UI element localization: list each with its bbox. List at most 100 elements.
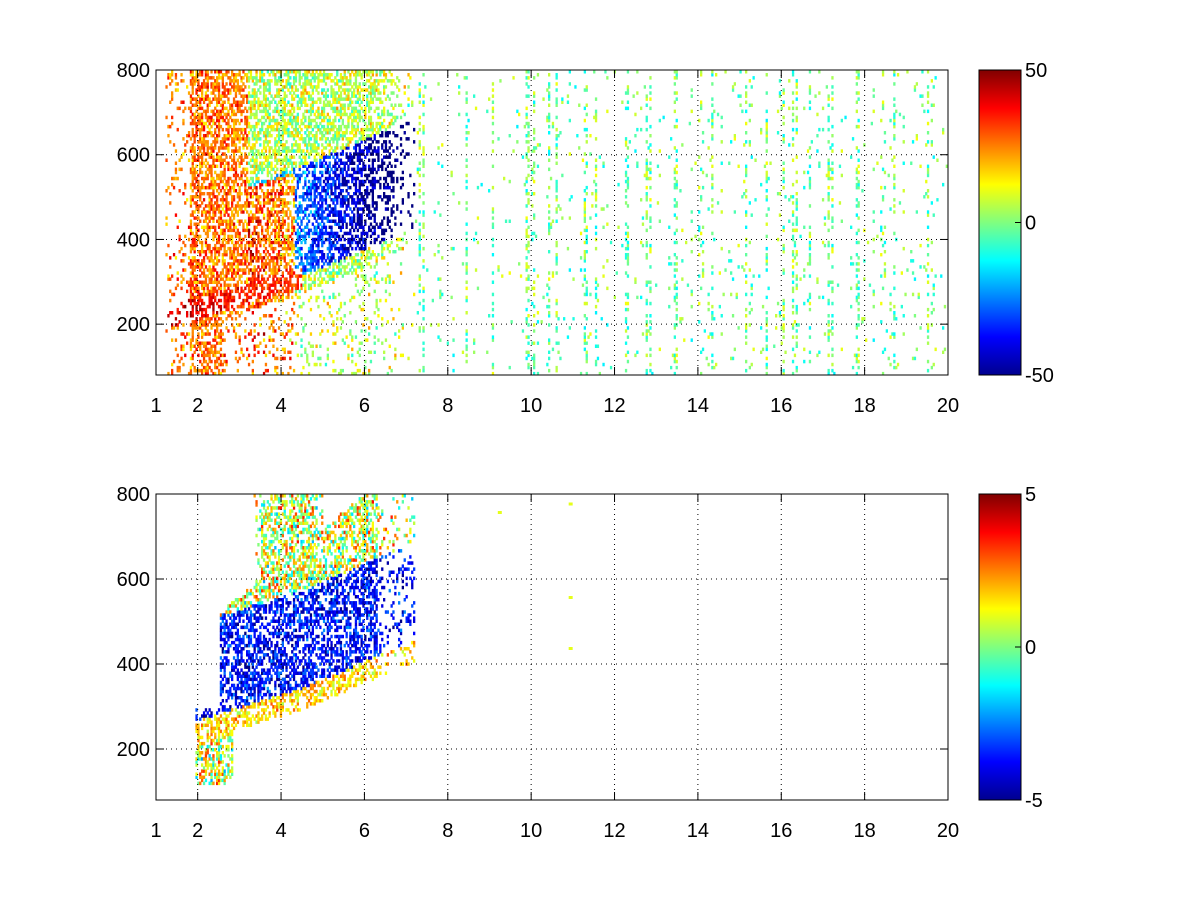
heatmap-cell (373, 335, 376, 339)
heatmap-cell (309, 268, 313, 272)
heatmap-cell (216, 109, 219, 114)
heatmap-cell (390, 210, 393, 214)
heatmap-cell (225, 121, 228, 126)
heatmap-cell (339, 192, 343, 196)
heatmap-cell (300, 149, 303, 153)
heatmap-cell (199, 195, 202, 199)
heatmap-cell (270, 198, 273, 202)
heatmap-cell (338, 176, 341, 181)
heatmap-cell (202, 301, 206, 306)
heatmap-cell (285, 234, 288, 239)
heatmap-cell (317, 262, 320, 266)
heatmap-cell (343, 265, 346, 269)
heatmap-cell (236, 268, 239, 272)
heatmap-cell (349, 253, 352, 257)
heatmap-cell (390, 307, 393, 312)
heatmap-cell (184, 243, 187, 248)
heatmap-cell (204, 341, 208, 345)
heatmap-cell (386, 222, 389, 226)
heatmap-cell (214, 320, 217, 324)
heatmap-cell (255, 94, 258, 98)
heatmap-cell (285, 152, 288, 156)
heatmap-cell (202, 109, 206, 114)
heatmap-cell (371, 198, 374, 202)
heatmap-cell (227, 268, 230, 272)
heatmap-cell (296, 127, 299, 132)
heatmap-cell (225, 271, 228, 275)
heatmap-cell (231, 271, 234, 275)
heatmap-cell (321, 143, 324, 147)
heatmap-cell (216, 124, 219, 129)
heatmap-cell (187, 237, 191, 242)
heatmap-cell (261, 289, 264, 294)
heatmap-cell (364, 173, 367, 178)
heatmap-cell (364, 256, 367, 260)
heatmap-cell (204, 353, 208, 358)
heatmap-cell (360, 88, 363, 92)
heatmap-cell (289, 76, 292, 80)
heatmap-cell (249, 112, 253, 117)
heatmap-cell (268, 73, 271, 77)
heatmap-cell (232, 109, 236, 114)
heatmap-cell (317, 73, 320, 77)
heatmap-cell (313, 192, 316, 196)
heatmap-cell (281, 219, 284, 223)
heatmap-cell (261, 237, 264, 242)
heatmap-cell (171, 182, 174, 187)
heatmap-cell (309, 143, 313, 147)
heatmap-cell (343, 198, 346, 202)
heatmap-cell (201, 192, 204, 196)
heatmap-cell (315, 115, 318, 120)
heatmap-cell (217, 82, 221, 86)
heatmap-cell (321, 106, 324, 111)
heatmap-cell (283, 176, 286, 181)
heatmap-cell (174, 149, 178, 153)
heatmap-cell (388, 112, 391, 117)
heatmap-cell (274, 365, 277, 370)
heatmap-cell (362, 253, 365, 257)
heatmap-cell (174, 170, 178, 175)
heatmap-cell (377, 131, 380, 135)
heatmap-cell (356, 368, 359, 373)
heatmap-cell (219, 332, 223, 336)
heatmap-cell (212, 307, 215, 312)
heatmap-cell (225, 219, 228, 223)
heatmap-cell (319, 158, 322, 162)
heatmap-cell (197, 112, 200, 117)
heatmap-cell (358, 198, 361, 202)
heatmap-cell (210, 350, 213, 354)
heatmap-cell (306, 268, 309, 272)
heatmap-cell (283, 350, 286, 354)
heatmap-cell (276, 176, 279, 181)
heatmap-cell (217, 368, 221, 373)
heatmap-cell (338, 195, 341, 199)
heatmap-cell (362, 265, 365, 269)
heatmap-cell (246, 250, 249, 254)
heatmap-cell (377, 91, 380, 95)
heatmap-cell (193, 256, 196, 260)
heatmap-cell (193, 112, 196, 117)
heatmap-cell (206, 368, 209, 373)
heatmap-cell (262, 103, 266, 107)
heatmap-cell (306, 143, 309, 147)
heatmap-cell (302, 94, 305, 98)
heatmap-cell (210, 259, 213, 263)
heatmap-cell (330, 234, 333, 239)
heatmap-cell (384, 280, 388, 284)
heatmap-cell (253, 88, 256, 92)
heatmap-cell (302, 82, 305, 86)
heatmap-cell (206, 118, 209, 123)
heatmap-cell (283, 280, 286, 284)
heatmap-cell (212, 85, 215, 89)
heatmap-cell (219, 204, 223, 208)
heatmap-cell (377, 127, 380, 132)
heatmap-cell (259, 283, 262, 287)
heatmap-cell (276, 143, 279, 147)
heatmap-cell (386, 170, 389, 175)
heatmap-cell (274, 271, 277, 275)
heatmap-cell (386, 198, 389, 202)
heatmap-cell (234, 161, 238, 165)
heatmap-cell (208, 280, 211, 284)
heatmap-cell (360, 173, 363, 178)
heatmap-cell (261, 70, 264, 74)
